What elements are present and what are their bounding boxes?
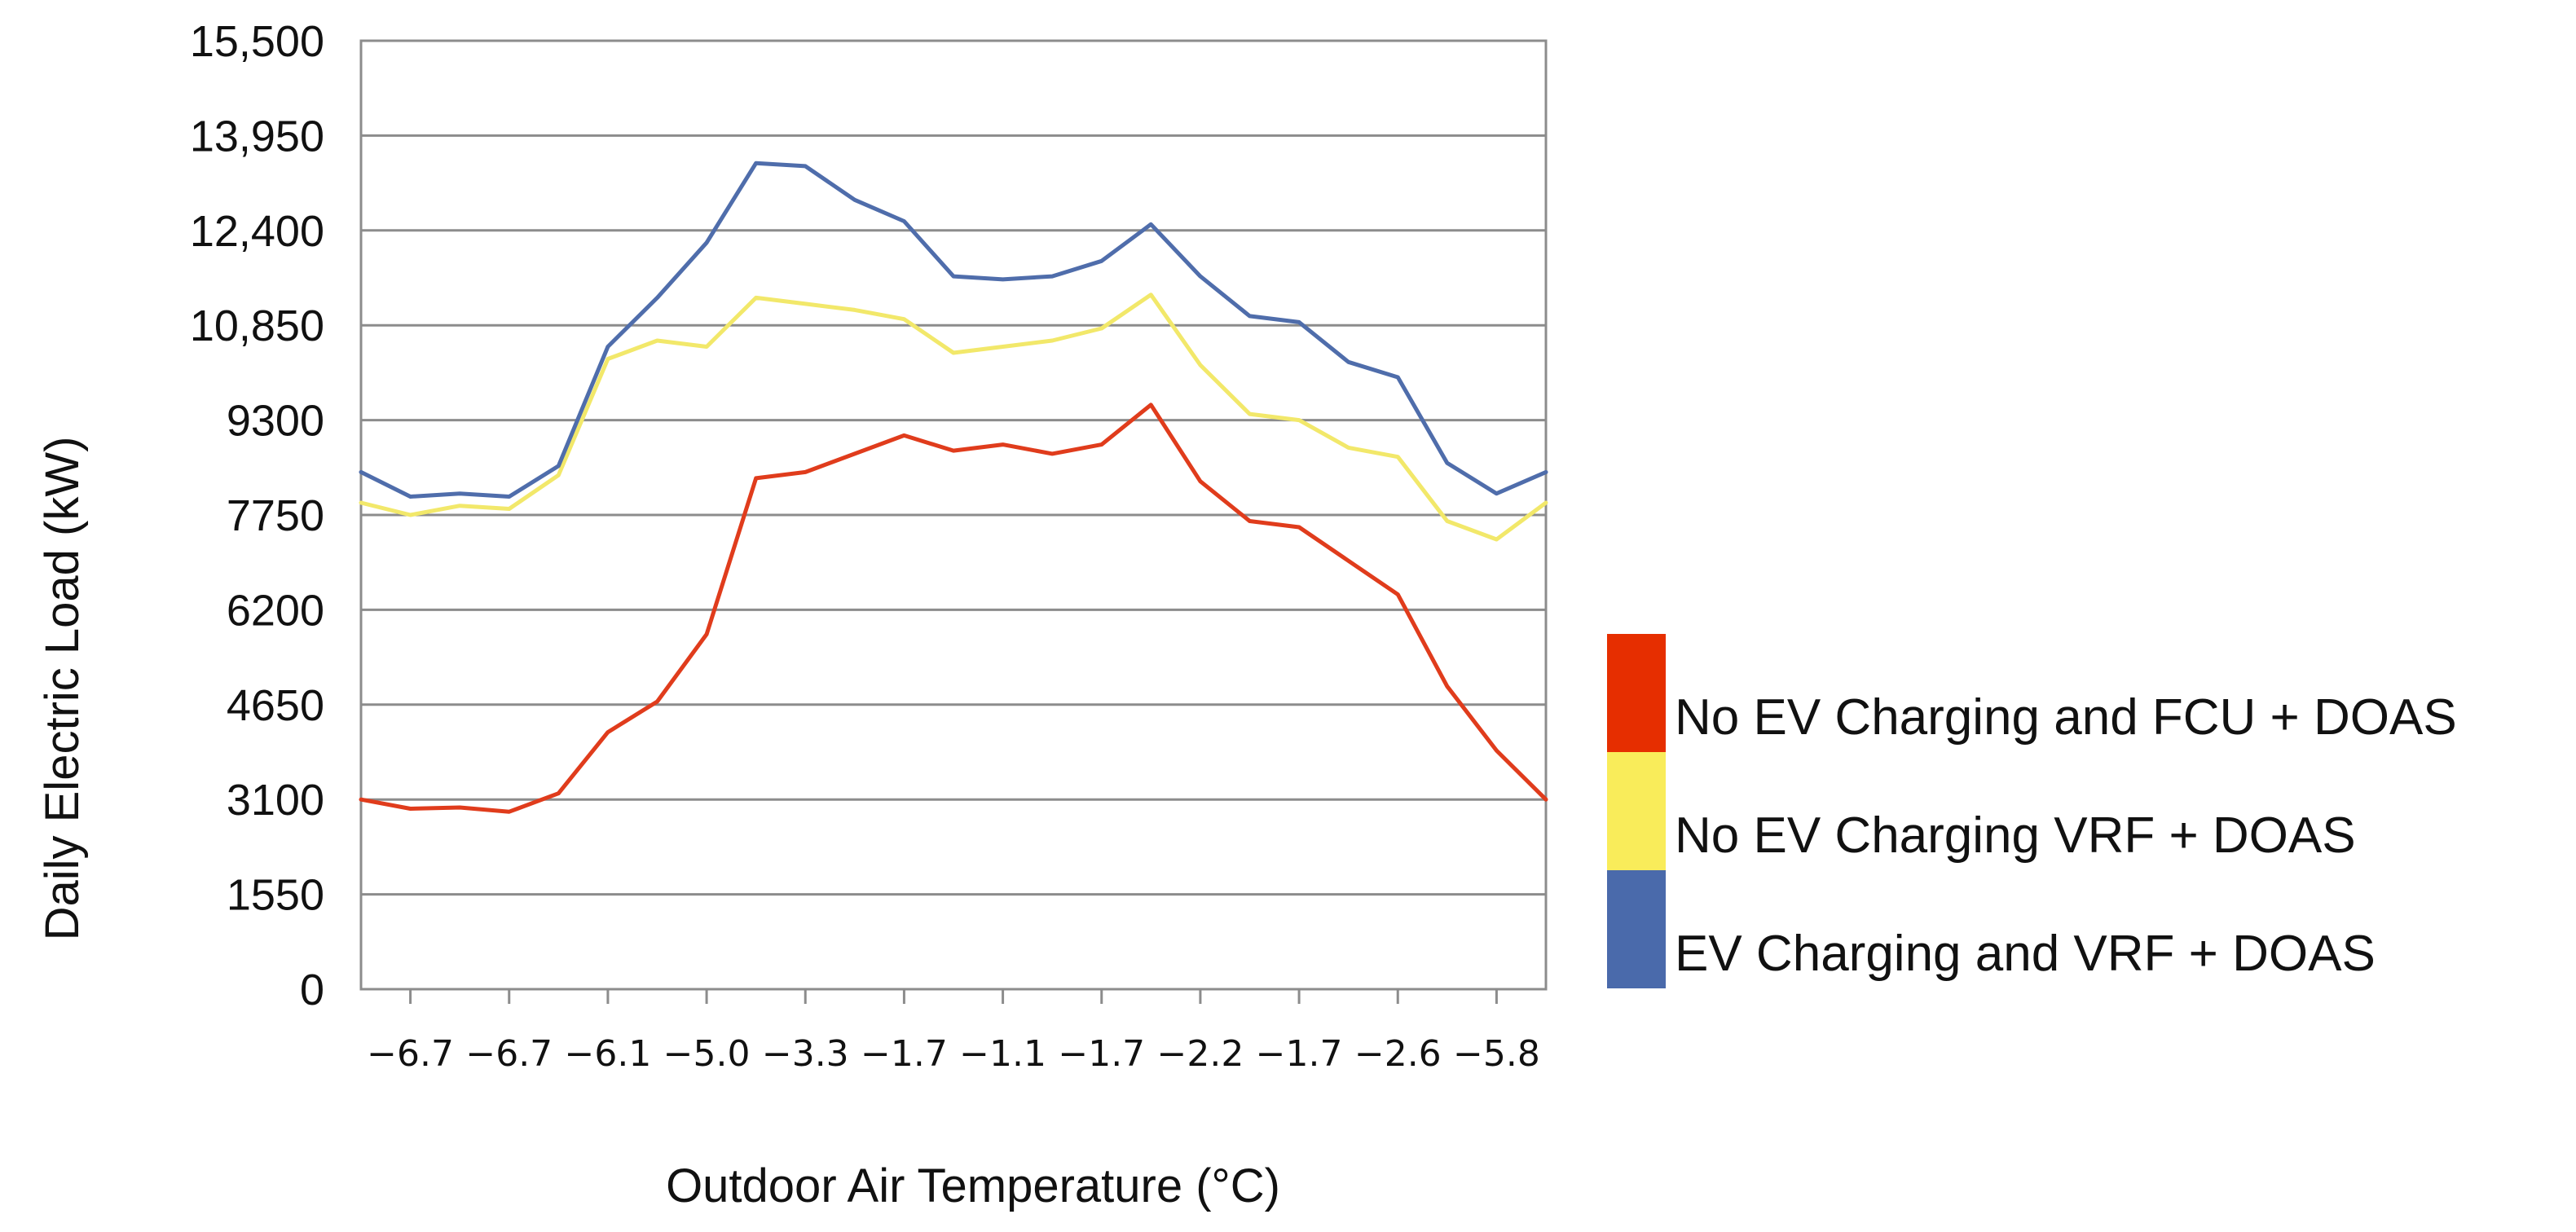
x-tick-label: −6.7: [465, 1033, 553, 1075]
y-tick-label: 7750: [227, 491, 324, 540]
x-tick-label: −3.3: [762, 1033, 849, 1075]
x-axis-title: Outdoor Air Temperature (°C): [666, 1159, 1280, 1212]
x-tick-label: −1.1: [959, 1033, 1046, 1075]
x-axis-ticks: −6.7 −6.7 −6.1 −5.0 −3.3 −1.7 −1.1 −1.7 −2.2 −1.7…: [367, 989, 1540, 1075]
y-tick-label: 12,400: [190, 207, 324, 256]
legend-label-2: No EV Charging VRF + DOAS: [1675, 807, 2356, 864]
series-line-3: [359, 161, 1548, 499]
series-line-1: [359, 403, 1548, 814]
x-tick-label: −1.7: [861, 1033, 948, 1075]
legend: No EV Charging and FCU + DOAS No EV Charg…: [1607, 634, 2457, 988]
x-tick-label: −6.7: [367, 1033, 454, 1075]
x-tick-label: −5.0: [663, 1033, 751, 1075]
y-tick-label: 15,500: [190, 17, 324, 66]
y-tick-label: 13,950: [190, 112, 324, 161]
y-tick-label: 0: [300, 966, 324, 1014]
y-tick-label: 3100: [227, 776, 324, 825]
x-tick-label: −1.7: [1256, 1033, 1343, 1075]
legend-swatch-3: [1607, 870, 1666, 988]
legend-label-1: No EV Charging and FCU + DOAS: [1675, 689, 2457, 746]
legend-label-3: EV Charging and VRF + DOAS: [1675, 926, 2376, 982]
plot-frame: [359, 39, 1548, 991]
x-tick-label: −1.7: [1058, 1033, 1145, 1075]
x-tick-label: −6.1: [564, 1033, 651, 1075]
y-axis-title: Daily Electric Load (kW): [36, 437, 89, 941]
gridlines: [361, 134, 1546, 896]
y-tick-label: 10,850: [190, 301, 324, 350]
series-lines: [359, 161, 1548, 814]
x-tick-label: −2.2: [1156, 1033, 1244, 1075]
x-tick-label: −5.8: [1453, 1033, 1540, 1075]
y-axis-ticks: 0 1550 3100 4650 6200 7750 9300 10,850 12,400 13,…: [190, 17, 324, 1014]
series-line-2: [359, 293, 1548, 542]
y-tick-label: 4650: [227, 681, 324, 730]
y-tick-label: 1550: [227, 871, 324, 920]
legend-swatch-1: [1607, 634, 1666, 752]
x-tick-label: −2.6: [1354, 1033, 1442, 1075]
y-tick-label: 9300: [227, 397, 324, 446]
legend-swatch-2: [1607, 752, 1666, 870]
y-tick-label: 6200: [227, 586, 324, 635]
